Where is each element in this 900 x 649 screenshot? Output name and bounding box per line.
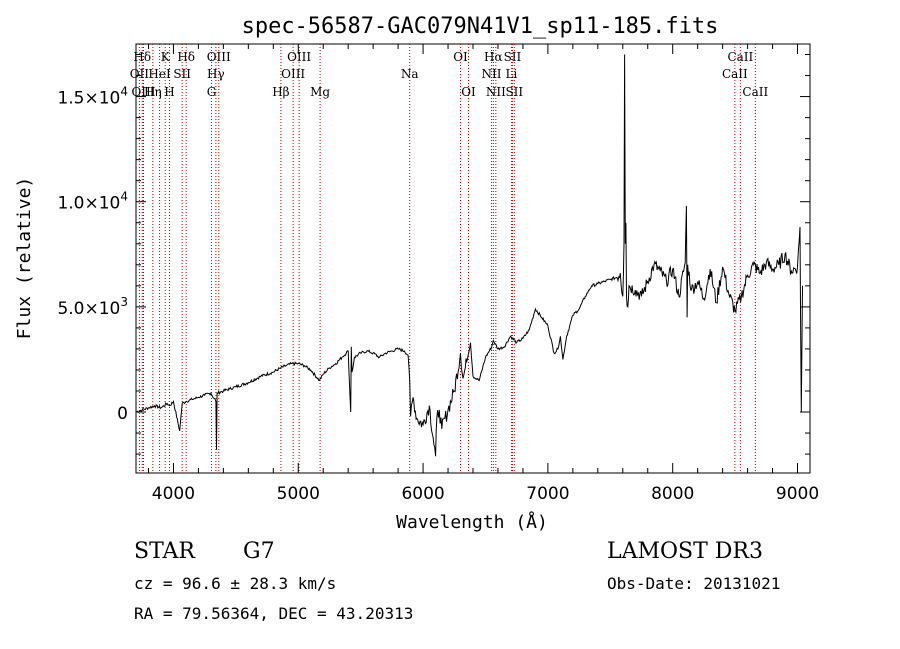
plot-frame <box>135 43 811 474</box>
line-label: Hβ <box>272 85 289 99</box>
line-label: CaII <box>742 85 768 99</box>
y-tick-label: 0 <box>117 404 128 424</box>
line-label: OI <box>461 85 476 99</box>
line-label: OIII <box>207 50 231 64</box>
y-tick-label: 1.5×104 <box>57 85 128 109</box>
line-label: Hδ <box>133 50 151 64</box>
line-label: NII <box>486 85 506 99</box>
line-label: CaII <box>727 50 753 64</box>
line-label: OI <box>453 50 468 64</box>
line-label: Hα <box>484 50 503 64</box>
line-label: SII <box>504 50 522 64</box>
y-tick-base: 0 <box>117 404 128 424</box>
coordinates: RA = 79.56364, DEC = 43.20313 <box>134 604 414 623</box>
y-tick-base: 1.5×10 <box>57 89 120 109</box>
object-class: STAR <box>134 539 195 564</box>
line-label: CaII <box>722 67 748 81</box>
x-tick-label: 9000 <box>776 484 819 504</box>
line-label: OII <box>130 67 150 81</box>
observation-date: Obs-Date: 20131021 <box>607 574 781 593</box>
y-axis-label: Flux (relative) <box>14 177 35 340</box>
x-tick-label: 8000 <box>651 484 694 504</box>
y-tick-exp: 4 <box>120 85 128 99</box>
survey-name: LAMOST DR3 <box>607 539 763 564</box>
line-label: G <box>207 85 217 99</box>
x-tick-label: 4000 <box>152 484 195 504</box>
line-label: NII <box>481 67 501 81</box>
line-label: OIII <box>131 85 155 99</box>
line-label: Mg <box>310 85 330 99</box>
line-label: H <box>164 85 174 99</box>
line-label: Li <box>506 67 518 81</box>
y-tick-label: 5.0×103 <box>57 295 128 319</box>
y-tick-exp: 4 <box>120 190 128 204</box>
line-label: Hη <box>144 85 162 99</box>
line-label: Hδ <box>177 50 195 64</box>
line-label: SII <box>173 67 191 81</box>
line-label: SII <box>505 85 523 99</box>
line-label: Na <box>401 67 419 81</box>
y-tick-base: 1.0×10 <box>57 194 120 214</box>
line-label: OIII <box>281 67 305 81</box>
line-label: Hγ <box>207 67 225 81</box>
line-label: K <box>161 50 171 64</box>
object-subclass: G7 <box>243 539 275 564</box>
x-tick-label: 7000 <box>526 484 569 504</box>
x-tick-label: 6000 <box>401 484 444 504</box>
x-axis: 4000 5000 6000 7000 8000 9000 <box>147 44 819 504</box>
redshift-velocity: cz = 96.6 ± 28.3 km/s <box>134 574 337 593</box>
line-label: HeI <box>148 67 171 81</box>
x-tick-label: 5000 <box>277 484 320 504</box>
chart-title: spec-56587-GAC079N41V1_sp11-185.fits <box>242 14 719 39</box>
line-labels: Hδ OII OIII K HeI Hη SII H Hδ OIII Hγ G Hβ OIII OIII Mg… <box>130 50 769 99</box>
x-axis-label: Wavelength (Å) <box>396 511 548 533</box>
y-tick-label: 1.0×104 <box>57 190 128 214</box>
emission-lines <box>138 44 756 473</box>
y-tick-exp: 3 <box>120 295 128 309</box>
line-label: OIII <box>287 50 311 64</box>
spectrum-line <box>135 54 803 457</box>
y-tick-base: 5.0×10 <box>57 299 120 319</box>
